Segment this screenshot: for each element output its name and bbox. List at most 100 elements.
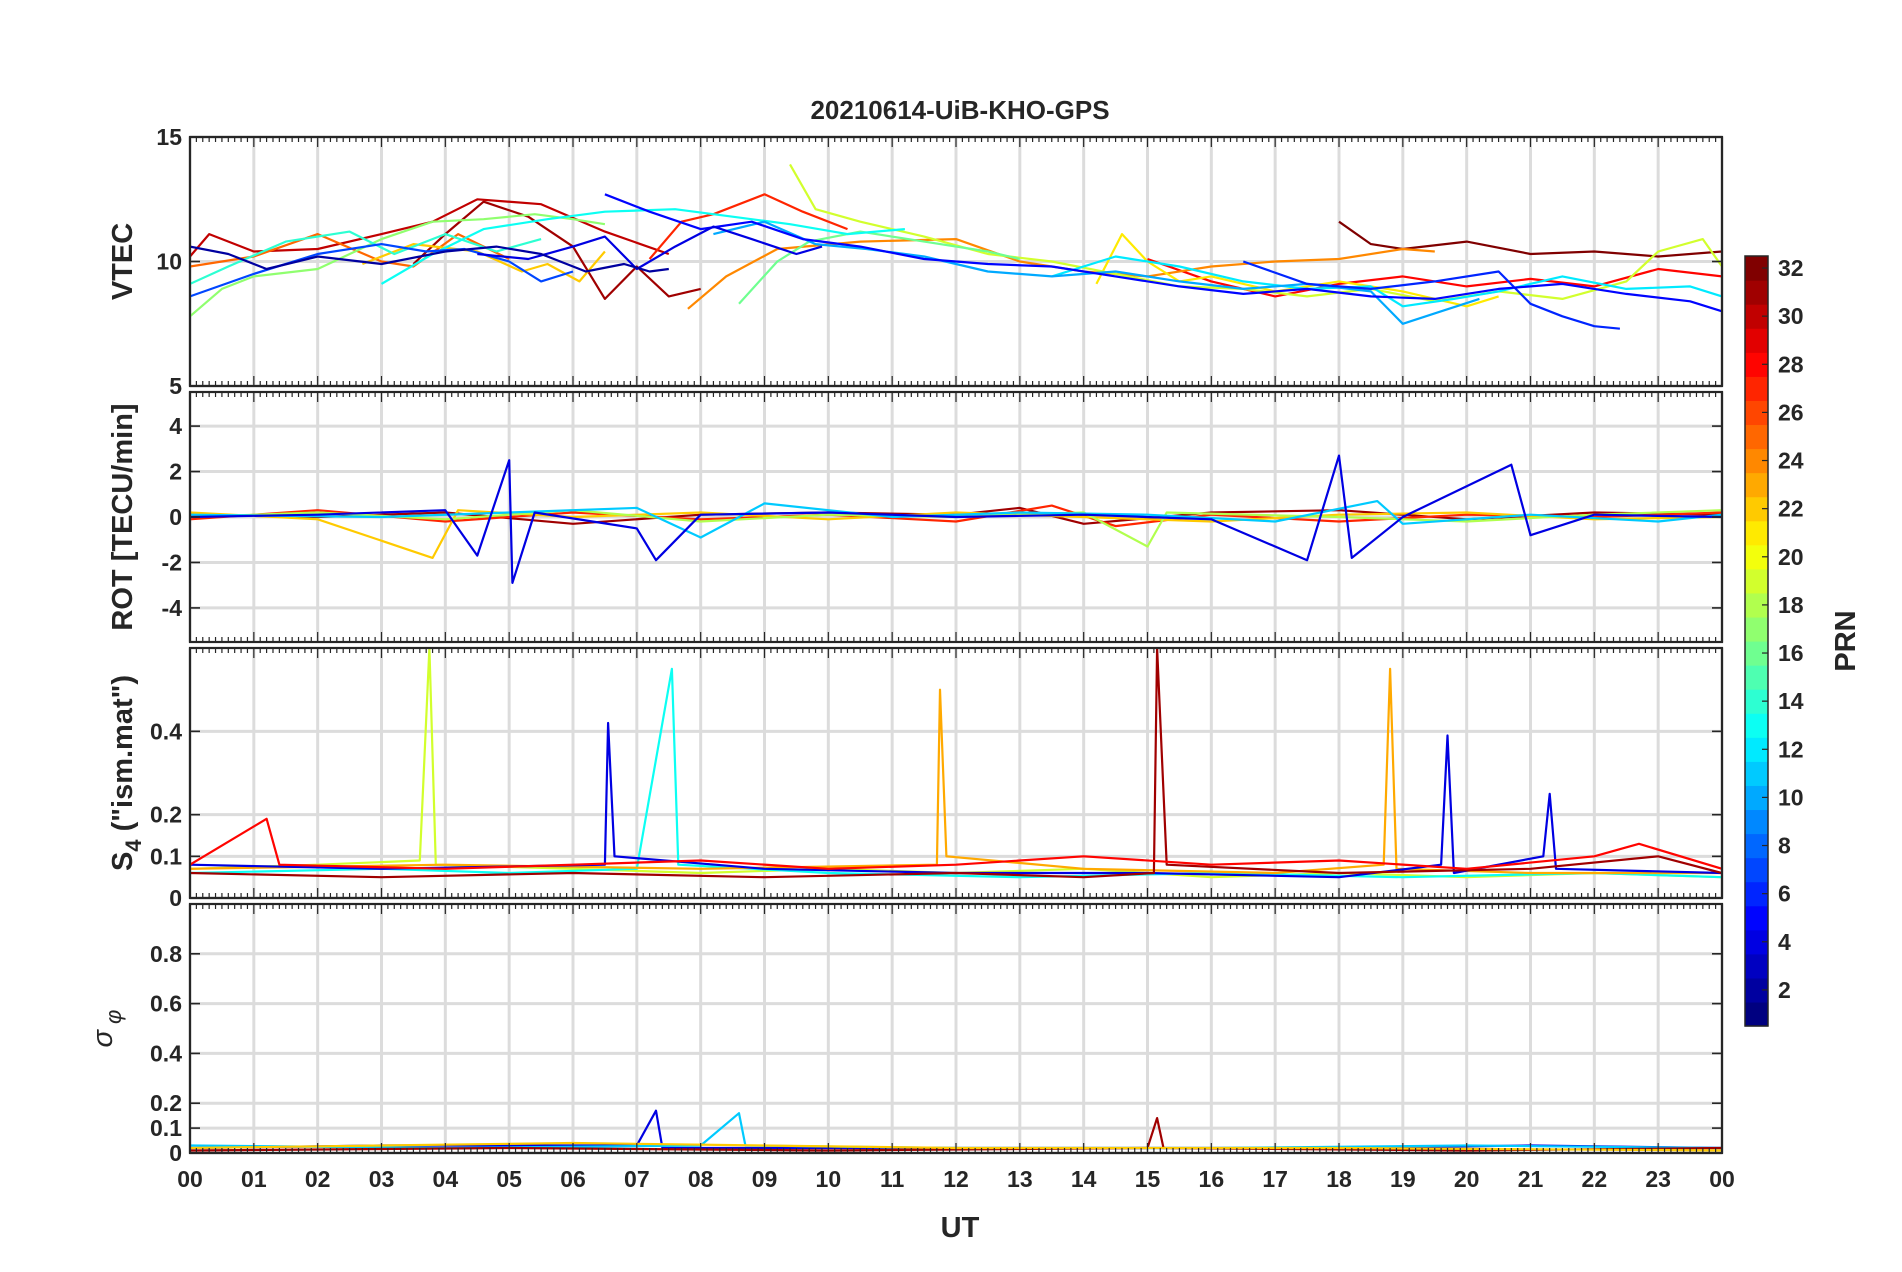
x-tick-label: 13 bbox=[1007, 1166, 1033, 1192]
x-tick-label: 12 bbox=[943, 1166, 969, 1192]
colorbar-swatch bbox=[1745, 929, 1768, 955]
colorbar-tick-label: 32 bbox=[1778, 255, 1804, 281]
panel-frame bbox=[188, 646, 1724, 900]
colorbar-swatch bbox=[1745, 641, 1768, 666]
colorbar-swatch bbox=[1745, 977, 1768, 1003]
colorbar-swatch bbox=[1745, 448, 1768, 474]
colorbar-swatch bbox=[1745, 496, 1768, 522]
colorbar-swatch bbox=[1745, 616, 1768, 642]
y-tick-label: 0.4 bbox=[150, 1040, 182, 1066]
series-line-prn-6 bbox=[1242, 260, 1621, 330]
y-tick-label: 4 bbox=[169, 413, 182, 439]
y-axis-label: VTEC bbox=[107, 223, 139, 300]
x-tick-label: 05 bbox=[496, 1166, 522, 1192]
colorbar-swatch bbox=[1745, 761, 1768, 786]
y-tick-label: 15 bbox=[156, 124, 182, 150]
colorbar-tick-label: 8 bbox=[1778, 833, 1791, 859]
x-tick-label: 22 bbox=[1582, 1166, 1608, 1192]
y-tick-label: 0.8 bbox=[150, 941, 182, 967]
x-tick-label: 19 bbox=[1390, 1166, 1416, 1192]
x-tick-label: 18 bbox=[1326, 1166, 1352, 1192]
y-label-main: σ bbox=[87, 1028, 119, 1047]
x-tick-label: 23 bbox=[1645, 1166, 1671, 1192]
x-tick-label: 00 bbox=[1709, 1166, 1735, 1192]
series-line-prn-12 bbox=[1051, 255, 1722, 308]
colorbar-tick-label: 22 bbox=[1778, 496, 1804, 522]
x-tick-label: 08 bbox=[688, 1166, 714, 1192]
x-tick-label: 03 bbox=[369, 1166, 395, 1192]
y-tick-label: 10 bbox=[156, 249, 182, 275]
y-tick-label: 0.2 bbox=[150, 802, 182, 828]
x-tick-label: 06 bbox=[560, 1166, 586, 1192]
colorbar-swatch bbox=[1745, 881, 1768, 907]
colorbar-tick-label: 4 bbox=[1778, 929, 1791, 955]
y-tick-label: 5 bbox=[169, 373, 182, 399]
colorbar-swatch bbox=[1745, 785, 1768, 811]
y-tick-label: 0 bbox=[169, 504, 182, 530]
series-group bbox=[190, 163, 1722, 330]
x-tick-label: 20 bbox=[1454, 1166, 1480, 1192]
series-line-prn-28 bbox=[190, 817, 1722, 870]
x-tick-label: 15 bbox=[1135, 1166, 1161, 1192]
colorbar-swatch bbox=[1745, 424, 1768, 450]
panel-frame bbox=[188, 135, 1724, 388]
x-tick-label: 21 bbox=[1518, 1166, 1544, 1192]
x-tick-label: 07 bbox=[624, 1166, 650, 1192]
y-tick-label: 0 bbox=[169, 885, 182, 911]
y-label-main: S bbox=[107, 852, 139, 871]
x-axis-label: UT bbox=[941, 1212, 980, 1244]
colorbar-tick-label: 10 bbox=[1778, 784, 1804, 810]
series-line-prn-31 bbox=[190, 648, 1722, 879]
y-label-rest: ("ism.mat") bbox=[107, 675, 139, 839]
colorbar-frame bbox=[1744, 255, 1769, 1027]
colorbar-swatch bbox=[1745, 689, 1768, 714]
y-axis-label: ROT [TECU/min] bbox=[107, 403, 139, 630]
colorbar-swatch bbox=[1745, 400, 1768, 426]
x-tick-label: 00 bbox=[177, 1166, 203, 1192]
series-line-prn-14 bbox=[190, 230, 542, 285]
y-tick-label: 0.2 bbox=[150, 1090, 182, 1116]
colorbar-swatch bbox=[1745, 544, 1768, 570]
x-tick-label: 11 bbox=[880, 1166, 905, 1192]
series-line-prn-23 bbox=[190, 667, 1722, 875]
series-line-prn-16 bbox=[738, 230, 1021, 305]
colorbar-swatch bbox=[1745, 520, 1768, 546]
y-tick-label: 0.4 bbox=[150, 718, 182, 744]
colorbar-tick-label: 18 bbox=[1778, 592, 1804, 618]
series-group bbox=[190, 648, 1722, 879]
series-group bbox=[190, 454, 1722, 585]
panel-vtec: 5 10 15 VTEC bbox=[107, 124, 1724, 399]
panel-s4: 0 0.1 0.2 0.4 S4 ("ism.mat") bbox=[107, 646, 1724, 911]
y-tick-label: -4 bbox=[162, 595, 183, 621]
colorbar-swatch bbox=[1745, 953, 1768, 979]
colorbar-swatch bbox=[1745, 905, 1768, 931]
y-tick-label: 2 bbox=[169, 459, 182, 485]
colorbar-tick-label: 26 bbox=[1778, 399, 1804, 425]
colorbar-swatch bbox=[1745, 857, 1768, 883]
colorbar-swatch bbox=[1745, 1001, 1768, 1027]
series-line-prn-5 bbox=[604, 193, 1722, 313]
colorbar-swatch bbox=[1745, 352, 1768, 377]
series-line-prn-32 bbox=[1338, 220, 1722, 258]
y-label-sub: φ bbox=[101, 1010, 126, 1024]
series-line-prn-4 bbox=[190, 454, 1722, 585]
series-line-prn-13 bbox=[380, 208, 905, 285]
y-tick-label: -2 bbox=[162, 549, 182, 575]
y-tick-label: 0.1 bbox=[150, 843, 182, 869]
y-tick-label: 0.6 bbox=[150, 991, 182, 1017]
panel-rot: -4 -2 0 2 4 ROT [TECU/min] bbox=[107, 390, 1724, 644]
y-label-sub: 4 bbox=[121, 839, 146, 852]
panel-frame bbox=[188, 902, 1724, 1155]
colorbar-tick-label: 24 bbox=[1778, 448, 1804, 474]
colorbar-swatch bbox=[1745, 737, 1768, 762]
x-tick-label: 04 bbox=[433, 1166, 459, 1192]
y-axis-label: σφ bbox=[87, 1010, 126, 1048]
colorbar-tick-label: 28 bbox=[1778, 351, 1804, 377]
series-line-prn-4 bbox=[477, 225, 823, 271]
colorbar-tick-label: 6 bbox=[1778, 881, 1791, 907]
x-tick-label: 17 bbox=[1262, 1166, 1288, 1192]
colorbar-tick-label: 2 bbox=[1778, 977, 1791, 1003]
colorbar-swatch bbox=[1745, 568, 1768, 594]
chart-title: 20210614-UiB-KHO-GPS bbox=[810, 95, 1109, 125]
